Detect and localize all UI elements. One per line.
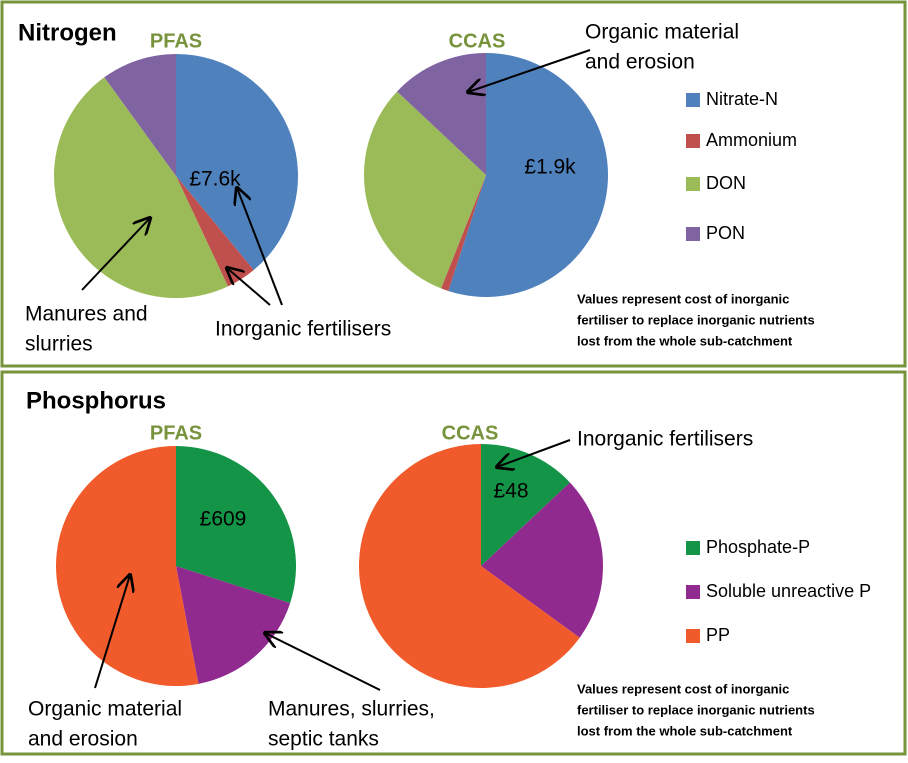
legend-label: Phosphate-P: [706, 537, 810, 557]
annotation-arrow: [227, 268, 271, 306]
pie-slice: [176, 566, 291, 684]
legend-label: Nitrate-N: [706, 89, 778, 109]
legend-label: PP: [706, 625, 730, 645]
annotation-arrow: [468, 49, 591, 92]
legend-swatch: [686, 134, 700, 148]
pie-title: CCAS: [442, 422, 499, 444]
pie-title: CCAS: [449, 30, 506, 52]
slice-label: £1.9k: [524, 156, 576, 179]
legend-label: DON: [706, 173, 746, 193]
note: lost from the whole sub-catchment: [577, 723, 793, 738]
slice-label: £48: [493, 480, 528, 503]
legend-swatch: [686, 93, 700, 107]
pie-slice: [104, 54, 176, 176]
legend-label: PON: [706, 223, 745, 243]
pie-title: PFAS: [150, 422, 202, 444]
annotation: septic tanks: [268, 728, 379, 751]
note: lost from the whole sub-catchment: [577, 333, 793, 348]
panel-title: Phosphorus: [26, 387, 166, 414]
pie-slice: [448, 53, 609, 298]
annotation: Manures, slurries,: [268, 698, 435, 721]
legend-swatch: [686, 585, 700, 599]
slice-label: £609: [200, 508, 247, 531]
annotation-arrow: [81, 218, 150, 291]
pie-slice: [54, 77, 228, 298]
legend-swatch: [686, 541, 700, 555]
annotation: and erosion: [28, 728, 138, 751]
annotation: Organic material: [585, 21, 739, 44]
annotation: Manures and: [25, 303, 148, 326]
annotation-arrow: [265, 633, 381, 691]
annotation-arrow: [94, 575, 130, 689]
annotation: Inorganic fertilisers: [215, 318, 391, 341]
pie-slice: [176, 176, 254, 287]
pie-slice: [176, 54, 298, 271]
annotation-arrow: [497, 439, 571, 467]
slice-label: £7.6k: [189, 168, 241, 191]
legend-swatch: [686, 177, 700, 191]
legend-label: Ammonium: [706, 130, 797, 150]
annotation-arrow: [237, 188, 283, 306]
legend-label: Soluble unreactive P: [706, 581, 871, 601]
pie-slice: [176, 446, 296, 604]
annotation: Inorganic fertilisers: [577, 428, 753, 451]
note: fertiliser to replace inorganic nutrient…: [577, 312, 815, 327]
annotation: Organic material: [28, 698, 182, 721]
pie-slice: [481, 482, 603, 638]
pie-slice: [358, 444, 580, 688]
note: Values represent cost of inorganic: [577, 291, 789, 306]
pie-slice: [441, 175, 486, 292]
note: fertiliser to replace inorganic nutrient…: [577, 702, 815, 717]
legend-swatch: [686, 629, 700, 643]
pie-title: PFAS: [150, 30, 202, 52]
annotation: and erosion: [585, 51, 695, 74]
pie-slice: [55, 446, 199, 686]
pie-slice: [481, 444, 570, 566]
annotation: slurries: [25, 333, 93, 356]
pie-slice: [363, 91, 486, 289]
legend-swatch: [686, 227, 700, 241]
panel-title: Nitrogen: [18, 19, 117, 46]
note: Values represent cost of inorganic: [577, 681, 789, 696]
